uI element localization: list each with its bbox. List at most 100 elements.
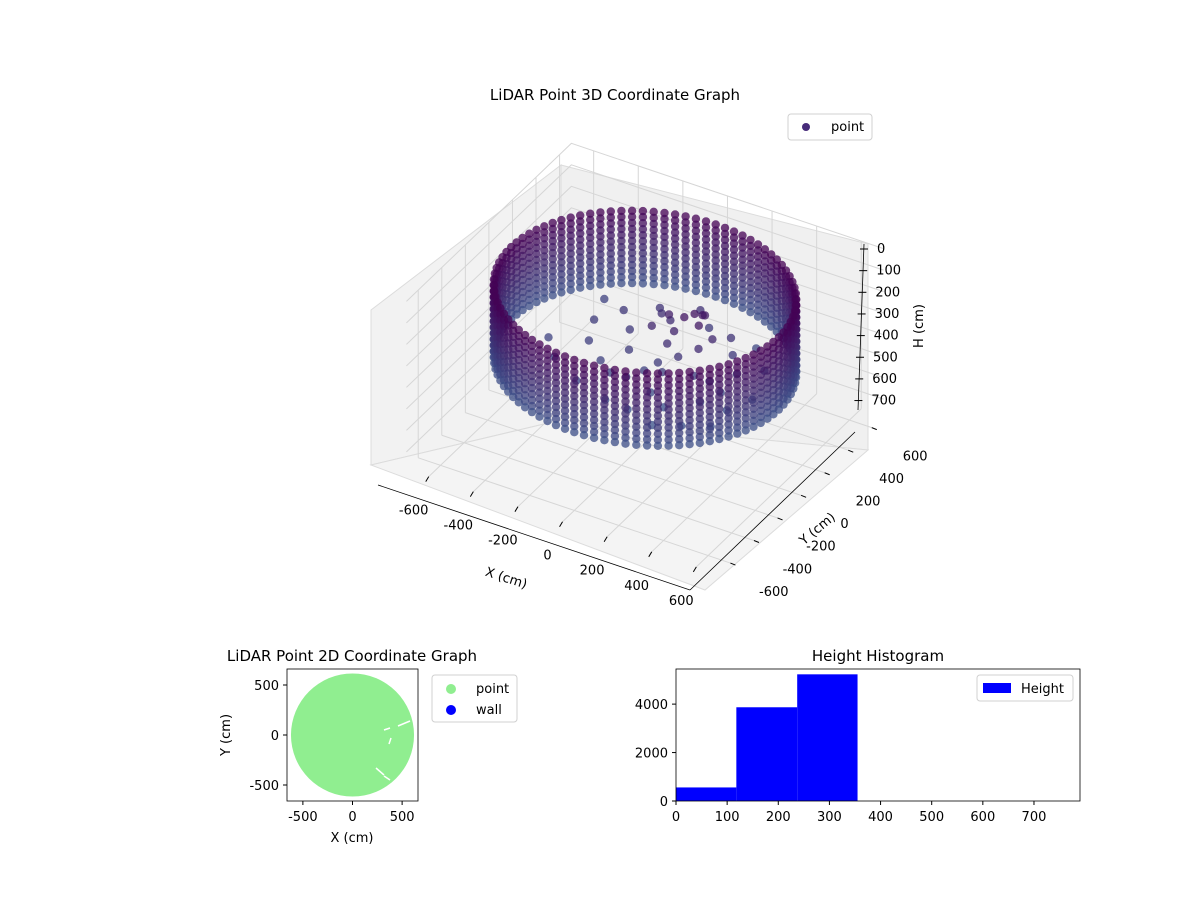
point-marker <box>711 244 720 253</box>
point-marker <box>584 336 594 345</box>
point-marker <box>741 360 750 369</box>
point-marker <box>708 335 717 344</box>
point-marker <box>720 229 730 239</box>
point-marker <box>746 241 755 251</box>
point-marker <box>670 282 680 291</box>
point-marker <box>621 385 630 394</box>
point-marker <box>543 386 552 396</box>
point-marker <box>660 226 669 236</box>
point-marker <box>540 282 549 291</box>
y-tick-label: 0 <box>271 729 279 744</box>
point-marker <box>617 266 626 276</box>
point-marker <box>632 368 641 377</box>
point-marker <box>525 229 534 238</box>
point-marker <box>760 317 770 326</box>
point-marker <box>532 267 541 277</box>
point-marker <box>543 368 552 378</box>
point-marker <box>660 244 669 254</box>
point-marker <box>551 378 561 388</box>
point-marker <box>657 309 666 318</box>
point-marker <box>632 434 641 443</box>
point-marker <box>691 244 701 253</box>
point-marker <box>675 380 684 390</box>
point-marker <box>664 399 673 408</box>
point-marker <box>586 233 595 242</box>
point-marker <box>711 286 720 295</box>
point-marker <box>532 237 541 247</box>
point-marker <box>520 373 530 382</box>
x-tick <box>559 521 563 527</box>
point-marker <box>675 416 684 426</box>
point-marker <box>566 267 575 276</box>
point-marker <box>701 217 711 226</box>
histogram-bar <box>736 707 798 801</box>
point-marker <box>548 218 557 228</box>
point-marker <box>627 266 637 276</box>
point-marker <box>638 249 648 258</box>
point-marker <box>632 404 641 413</box>
point-marker <box>653 381 663 390</box>
point-marker <box>756 388 765 397</box>
point-marker <box>664 417 673 426</box>
point-marker <box>733 417 742 426</box>
point-marker <box>701 247 711 256</box>
point-marker <box>649 261 658 271</box>
point-marker <box>711 250 720 259</box>
point-marker <box>733 369 742 378</box>
point-marker <box>532 255 541 265</box>
point-marker <box>681 284 690 293</box>
point-marker <box>617 254 626 264</box>
point-marker <box>600 436 609 445</box>
point-marker <box>741 396 750 405</box>
point-marker <box>540 264 549 273</box>
chart-2d-title: LiDAR Point 2D Coordinate Graph <box>227 647 477 665</box>
point-marker <box>664 310 674 319</box>
point-marker <box>566 243 575 252</box>
point-marker <box>627 218 637 228</box>
legend-3d-marker <box>802 123 810 131</box>
point-marker <box>535 412 544 421</box>
point-marker <box>576 235 585 244</box>
point-marker <box>551 354 561 363</box>
scan-gap <box>375 767 385 776</box>
point-marker <box>535 364 544 373</box>
x-tick-label: 400 <box>624 579 649 594</box>
point-marker <box>664 369 673 378</box>
point-marker <box>596 238 605 247</box>
point-marker <box>596 214 605 223</box>
point-marker <box>642 417 652 426</box>
point-marker <box>701 283 711 292</box>
point-marker <box>576 283 585 292</box>
point-marker <box>741 372 750 381</box>
y-tick <box>871 427 877 431</box>
point-marker <box>738 285 747 294</box>
point-marker <box>514 392 523 401</box>
point-marker <box>711 262 720 271</box>
point-marker <box>715 410 724 420</box>
point-marker <box>525 265 534 274</box>
point-marker <box>756 406 765 416</box>
point-marker <box>733 423 742 432</box>
point-marker <box>691 214 701 223</box>
point-marker <box>715 398 724 408</box>
point-marker <box>557 222 566 231</box>
point-marker <box>695 378 704 387</box>
point-marker <box>586 257 595 267</box>
point-marker <box>738 249 747 258</box>
point-marker <box>512 238 521 247</box>
point-marker <box>576 277 585 286</box>
point-marker <box>685 416 694 425</box>
legend-histogram-label: Height <box>1021 682 1064 697</box>
point-marker <box>733 429 742 438</box>
point-marker <box>763 390 772 399</box>
point-marker <box>738 231 747 240</box>
point-marker <box>527 371 537 381</box>
point-marker <box>685 403 694 413</box>
point-marker <box>749 350 758 359</box>
point-marker <box>566 273 575 282</box>
x-tick <box>648 551 653 558</box>
y-tick <box>824 472 830 476</box>
point-marker <box>551 366 561 376</box>
point-marker <box>720 223 730 233</box>
point-marker <box>600 363 609 373</box>
